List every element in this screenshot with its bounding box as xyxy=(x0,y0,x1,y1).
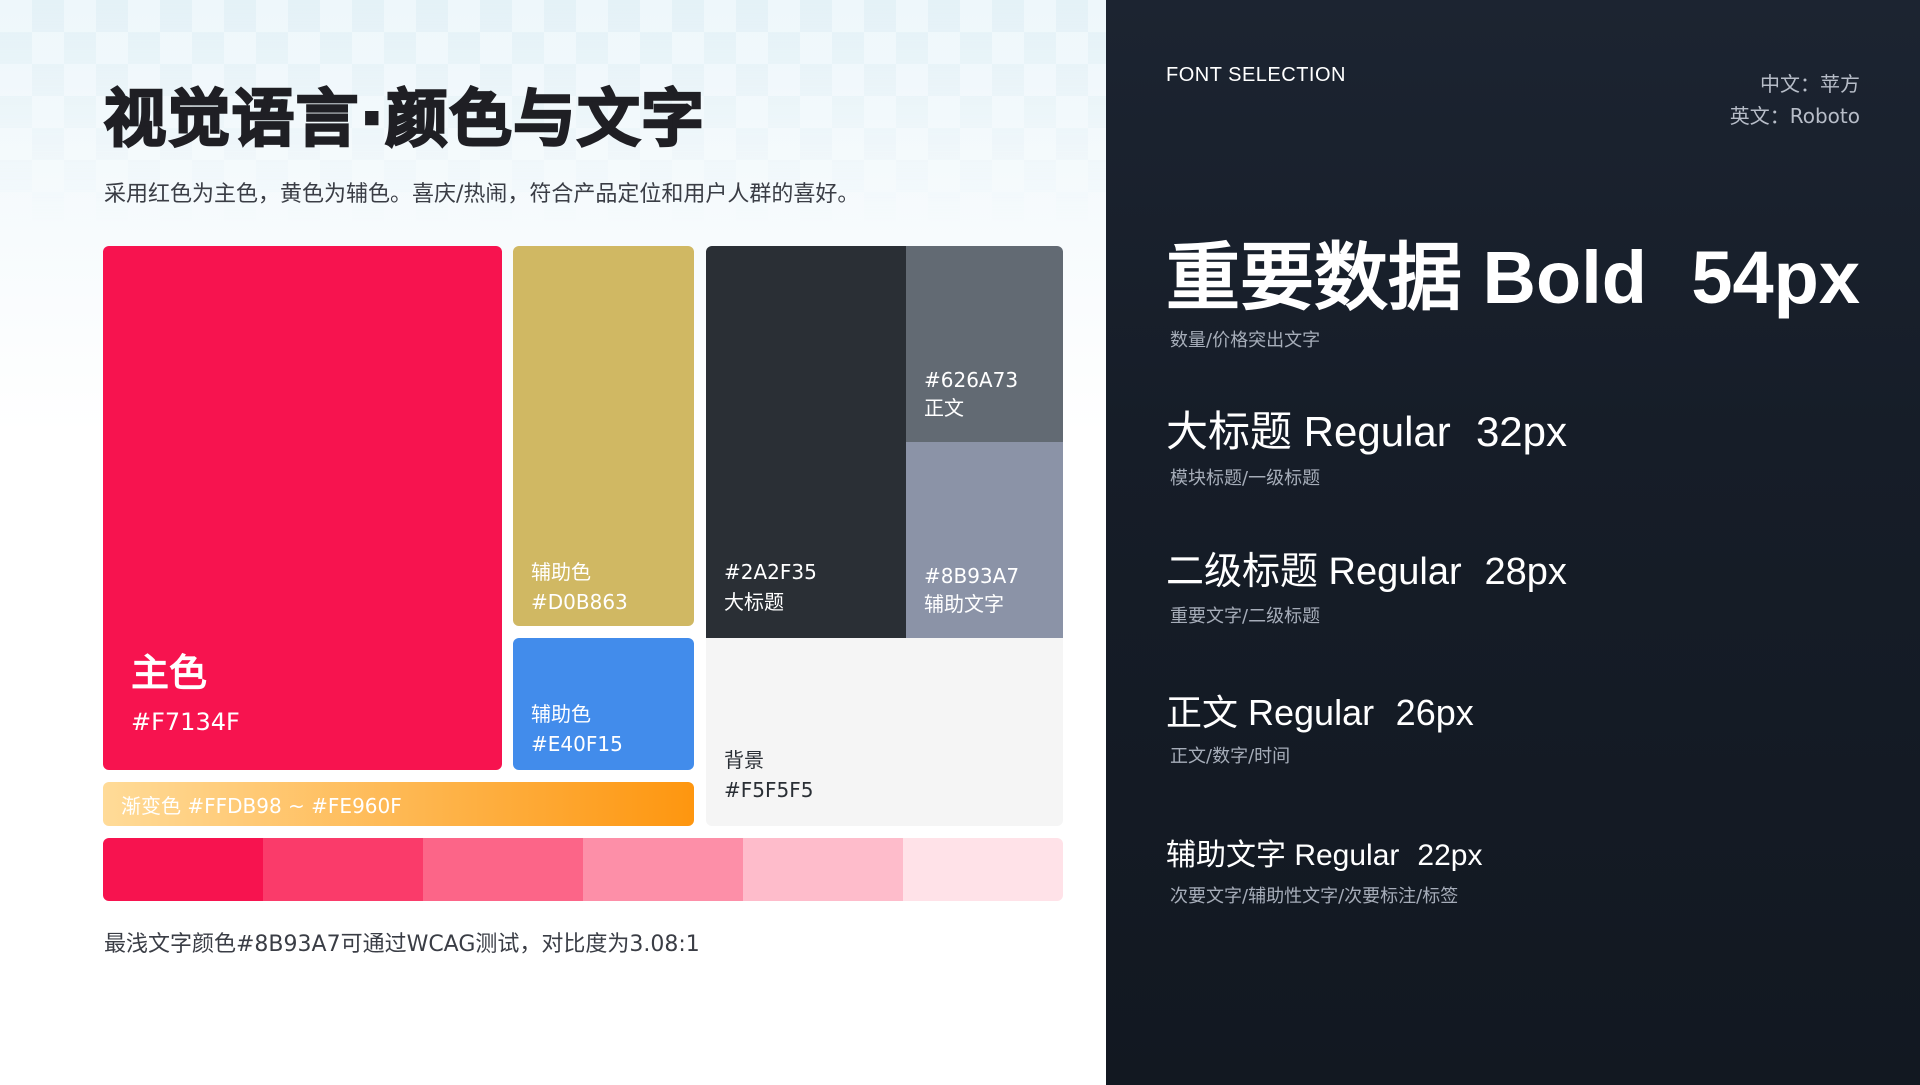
tint-step xyxy=(263,838,423,901)
type-spec-aux: 辅助文字 Regular 22px 次要文字/辅助性文字/次要标注/标签 xyxy=(1166,836,1482,908)
type-spec-desc: 模块标题/一级标题 xyxy=(1170,468,1321,489)
color-panel: 视觉语言·颜色与文字 采用红色为主色，黄色为辅色。喜庆/热闹，符合产品定位和用户… xyxy=(0,0,1106,1085)
type-spec-desc: 次要文字/辅助性文字/次要标注/标签 xyxy=(1170,886,1459,907)
swatch-main-color: 主色 #F7134F xyxy=(103,246,502,770)
tint-step xyxy=(903,838,1063,901)
type-spec-size: 28px xyxy=(1484,551,1567,593)
swatch-title-dark: #2A2F35 大标题 xyxy=(706,246,906,638)
swatch-gold-label: 辅助色 xyxy=(531,560,591,584)
type-spec-title: 大标题 Regular 32px 模块标题/一级标题 xyxy=(1166,406,1567,490)
checker-background xyxy=(0,0,1106,230)
swatch-bg-hex: #F5F5F5 xyxy=(724,778,814,802)
font-en: 英文：Roboto xyxy=(1729,104,1860,128)
type-spec-size: 22px xyxy=(1417,839,1483,872)
swatch-bg-label: 背景 xyxy=(724,748,764,772)
swatch-gray-hex: #626A73 xyxy=(924,368,1019,392)
type-spec-subtitle: 二级标题 Regular 28px 重要文字/二级标题 xyxy=(1166,548,1567,628)
swatch-blue-hex: #E40F15 xyxy=(531,732,623,756)
type-spec-name: 重要数据 Bold xyxy=(1166,236,1647,319)
tint-step xyxy=(423,838,583,901)
page-subtitle: 采用红色为主色，黄色为辅色。喜庆/热闹，符合产品定位和用户人群的喜好。 xyxy=(104,182,860,207)
type-spec-desc: 重要文字/二级标题 xyxy=(1170,606,1321,627)
swatch-main-hex: #F7134F xyxy=(131,708,240,736)
gradient-bar: 渐变色 #FFDB98 ~ #FE960F xyxy=(103,782,694,826)
type-spec-desc: 正文/数字/时间 xyxy=(1170,746,1291,767)
type-spec-size: 54px xyxy=(1691,236,1861,319)
tint-step xyxy=(583,838,743,901)
swatch-secondary-gold: 辅助色 #D0B863 xyxy=(513,246,694,626)
swatch-blue-label: 辅助色 xyxy=(531,702,591,726)
type-spec-name: 二级标题 Regular xyxy=(1166,551,1462,593)
tint-step xyxy=(103,838,263,901)
type-spec-name: 辅助文字 Regular xyxy=(1166,839,1400,872)
contrast-footnote: 最浅文字颜色#8B93A7可通过WCAG测试，对比度为3.08:1 xyxy=(104,932,700,957)
type-spec-size: 32px xyxy=(1475,408,1568,455)
font-panel: FONT SELECTION 中文：苹方 英文：Roboto 重要数据 Bold… xyxy=(1106,0,1920,1085)
page-title: 视觉语言·颜色与文字 xyxy=(103,82,706,155)
swatch-dark-label: 大标题 xyxy=(724,590,784,614)
type-spec-size: 26px xyxy=(1395,692,1474,733)
swatch-gold-hex: #D0B863 xyxy=(531,590,628,614)
swatch-aux-gray: #8B93A7 辅助文字 xyxy=(906,442,1063,638)
swatch-lgray-label: 辅助文字 xyxy=(924,592,1004,616)
type-spec-name: 大标题 Regular xyxy=(1166,408,1451,455)
font-cn: 中文：苹方 xyxy=(1760,72,1860,96)
type-spec-data: 重要数据 Bold 54px 数量/价格突出文字 xyxy=(1166,236,1860,352)
swatch-secondary-blue: 辅助色 #E40F15 xyxy=(513,638,694,770)
swatch-body-gray: #626A73 正文 xyxy=(906,246,1063,442)
swatch-lgray-hex: #8B93A7 xyxy=(924,564,1020,588)
swatch-dark-hex: #2A2F35 xyxy=(724,560,817,584)
font-selection-heading: FONT SELECTION xyxy=(1166,64,1346,86)
swatch-gray-label: 正文 xyxy=(924,396,964,420)
type-spec-name: 正文 Regular xyxy=(1166,692,1375,733)
font-family-info: 中文：苹方 英文：Roboto xyxy=(1730,68,1860,132)
tint-step xyxy=(743,838,903,901)
swatch-background: 背景 #F5F5F5 xyxy=(706,638,1063,826)
type-spec-desc: 数量/价格突出文字 xyxy=(1170,330,1321,351)
swatch-main-label: 主色 xyxy=(131,651,208,695)
type-spec-body: 正文 Regular 26px 正文/数字/时间 xyxy=(1166,690,1474,768)
tint-scale xyxy=(103,838,1063,901)
gradient-label: 渐变色 #FFDB98 ~ #FE960F xyxy=(121,794,402,818)
